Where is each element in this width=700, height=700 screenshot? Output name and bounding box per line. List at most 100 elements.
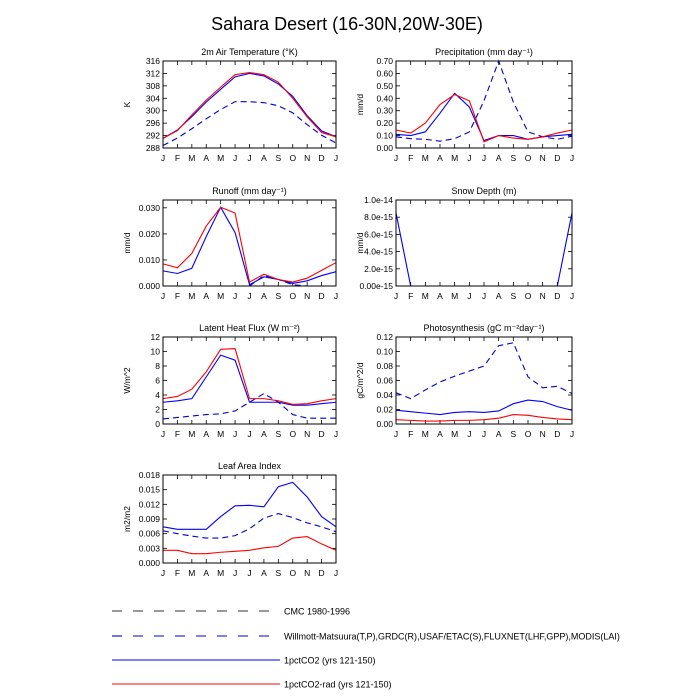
y-tick-label: 0.70: [376, 56, 393, 66]
x-tick-label: S: [275, 568, 281, 578]
x-tick-label: A: [261, 429, 267, 439]
x-tick-label: J: [247, 568, 251, 578]
x-tick-label: D: [554, 291, 560, 301]
panel-frame: [395, 336, 573, 425]
x-tick-label: N: [540, 291, 546, 301]
x-tick-label: F: [175, 291, 180, 301]
x-tick-label: D: [319, 153, 325, 163]
panel-4: Snow Depth (m) mm/d 0.00e-15 2.0e-15 4.0e-15…: [355, 186, 574, 301]
series-line-dash-blue: [395, 342, 573, 400]
x-tick-label: J: [394, 429, 398, 439]
x-tick-label: J: [233, 568, 237, 578]
x-tick-label: J: [334, 429, 338, 439]
x-tick-label: D: [554, 429, 560, 439]
x-tick-label: A: [437, 153, 443, 163]
x-tick-label: N: [304, 568, 310, 578]
panel-title: Precipitation (mm day⁻¹): [435, 47, 533, 57]
x-tick-label: A: [437, 291, 443, 301]
x-tick-label: F: [175, 429, 180, 439]
panel-6: Photosynthesis (gC m⁻²day⁻¹) gC/m^2/d 0.00…: [355, 323, 574, 439]
y-tick-label: 0.30: [376, 106, 393, 116]
x-tick-label: M: [217, 568, 224, 578]
x-tick-label: M: [451, 429, 458, 439]
x-tick-label: F: [408, 153, 413, 163]
y-tick-label: 0.018: [139, 470, 161, 480]
y-tick-label: 12: [151, 332, 161, 342]
y-tick-label: 0.00: [376, 143, 393, 153]
y-tick-label: 0.00: [376, 419, 393, 429]
series-line-solid-blue: [162, 354, 337, 406]
y-tick-label: 0.12: [376, 332, 393, 342]
y-tick-label: 0.020: [139, 229, 161, 239]
y-axis-label: mm/d: [355, 232, 365, 254]
x-tick-label: M: [188, 291, 195, 301]
x-tick-label: F: [175, 153, 180, 163]
y-tick-label: 0.60: [376, 68, 393, 78]
x-tick-label: S: [275, 153, 281, 163]
x-tick-label: F: [408, 291, 413, 301]
y-tick-label: 4.0e-15: [364, 247, 393, 257]
series-line-dash-blue: [162, 513, 337, 539]
y-tick-label: 2.0e-15: [364, 264, 393, 274]
x-tick-label: O: [525, 429, 532, 439]
x-tick-label: J: [570, 153, 574, 163]
x-tick-label: J: [394, 291, 398, 301]
legend: CMC 1980-1996 Willmott-Matsuura(T,P),GRDC…: [112, 607, 620, 690]
x-tick-label: M: [451, 153, 458, 163]
x-tick-label: J: [467, 153, 471, 163]
series-line-dash-blue: [395, 59, 573, 142]
y-tick-label: 0.40: [376, 93, 393, 103]
y-axis-label: m2/m2: [122, 506, 132, 532]
x-tick-label: J: [482, 153, 486, 163]
panel-2: Precipitation (mm day⁻¹) mm/d 0.00 0.10 0.20…: [355, 47, 574, 163]
x-tick-label: J: [482, 429, 486, 439]
x-tick-label: N: [304, 291, 310, 301]
panel-3: Runoff (mm day⁻¹) mm/d 0.000 0.010 0.020 0.03…: [122, 186, 338, 301]
x-tick-label: M: [217, 429, 224, 439]
panel-title: Leaf Area Index: [218, 461, 282, 471]
y-axis-label: gC/m^2/d: [355, 362, 365, 398]
x-tick-label: J: [161, 153, 165, 163]
series-line-solid-red: [162, 206, 337, 283]
y-tick-label: 0.009: [139, 514, 161, 524]
x-tick-label: A: [203, 153, 209, 163]
y-tick-label: 0: [155, 419, 160, 429]
series-line-solid-blue: [395, 212, 573, 287]
y-tick-label: 4: [155, 390, 160, 400]
x-tick-label: A: [261, 291, 267, 301]
y-tick-label: 8.0e-15: [364, 212, 393, 222]
x-tick-label: N: [304, 429, 310, 439]
panel-frame: [162, 199, 337, 287]
x-tick-label: D: [319, 568, 325, 578]
x-tick-label: N: [540, 429, 546, 439]
series-line-solid-blue: [162, 72, 337, 139]
y-tick-label: 0.015: [139, 485, 161, 495]
x-tick-label: D: [319, 429, 325, 439]
x-tick-label: A: [261, 153, 267, 163]
x-tick-label: J: [247, 291, 251, 301]
legend-label: CMC 1980-1996: [284, 607, 350, 617]
series-line-solid-red: [395, 414, 573, 422]
x-tick-label: J: [161, 291, 165, 301]
y-axis-label: W/m^2: [122, 367, 132, 393]
panel-7: Leaf Area Index m2/m2 0.000 0.003 0.006 0.009…: [122, 461, 338, 578]
y-tick-label: 0.030: [139, 203, 161, 213]
y-tick-label: 0.00e-15: [359, 281, 393, 291]
y-tick-label: 1.0e-14: [364, 195, 393, 205]
y-tick-label: 312: [146, 68, 160, 78]
x-tick-label: J: [570, 291, 574, 301]
y-axis-label: K: [122, 101, 132, 107]
x-tick-label: O: [289, 568, 296, 578]
panel-title: 2m Air Temperature (°K): [201, 47, 297, 57]
y-tick-label: 316: [146, 56, 160, 66]
x-tick-label: S: [510, 429, 516, 439]
panel-frame: [162, 336, 337, 425]
x-tick-label: A: [203, 429, 209, 439]
x-tick-label: M: [188, 568, 195, 578]
legend-label: 1pctCO2 (yrs 121-150): [284, 656, 376, 666]
x-tick-label: D: [554, 153, 560, 163]
x-tick-label: A: [437, 429, 443, 439]
panel-1: 2m Air Temperature (°K) K 288 292 296 300 304 3…: [122, 47, 338, 163]
